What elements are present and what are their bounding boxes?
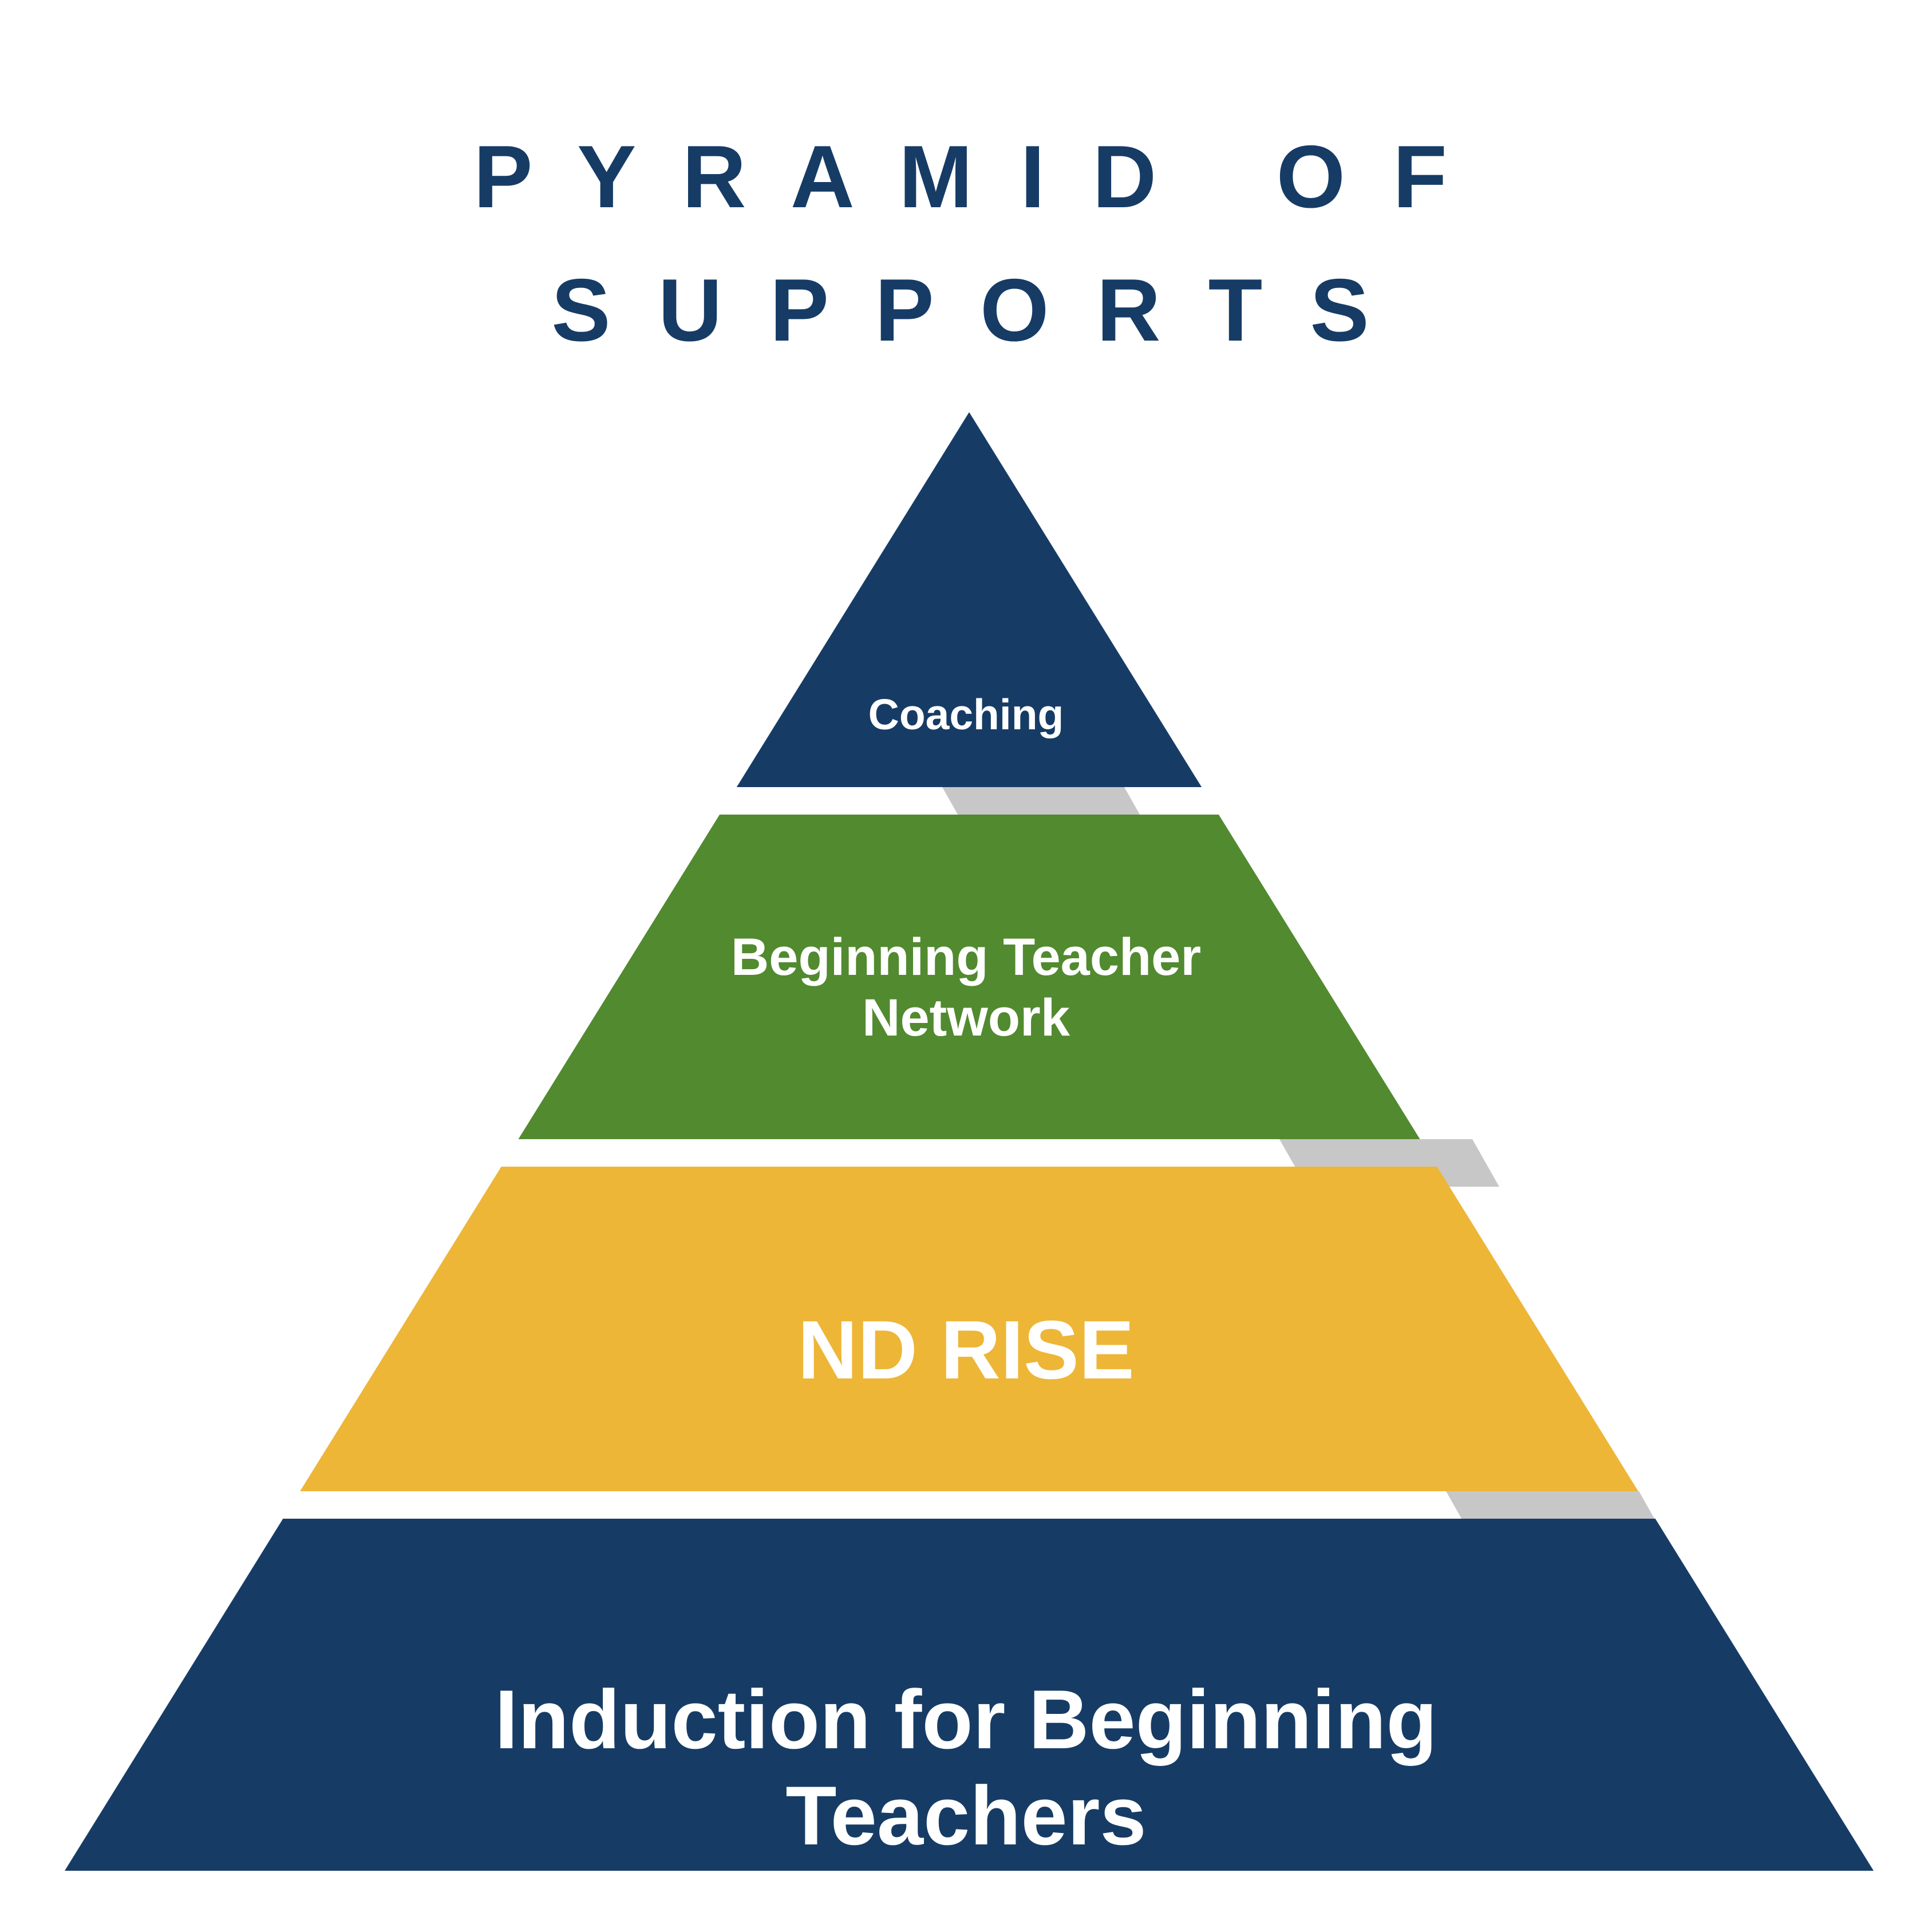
title: P Y R A M I D O F S U P P O R T S xyxy=(0,126,1932,361)
layer-label-beginning-teacher-network: Beginning Teacher Network xyxy=(731,927,1201,1049)
layer-label-induction: Induction for Beginning Teachers xyxy=(483,1672,1449,1864)
layer-label-nd-rise: ND RISE xyxy=(797,1302,1134,1398)
layer-label-coaching: Coaching xyxy=(868,690,1064,739)
title-line-2: S U P P O R T S xyxy=(0,259,1932,361)
pyramid-infographic: P Y R A M I D O F S U P P O R T S Coachi… xyxy=(0,0,1932,1932)
title-line-1: P Y R A M I D O F xyxy=(0,126,1932,228)
